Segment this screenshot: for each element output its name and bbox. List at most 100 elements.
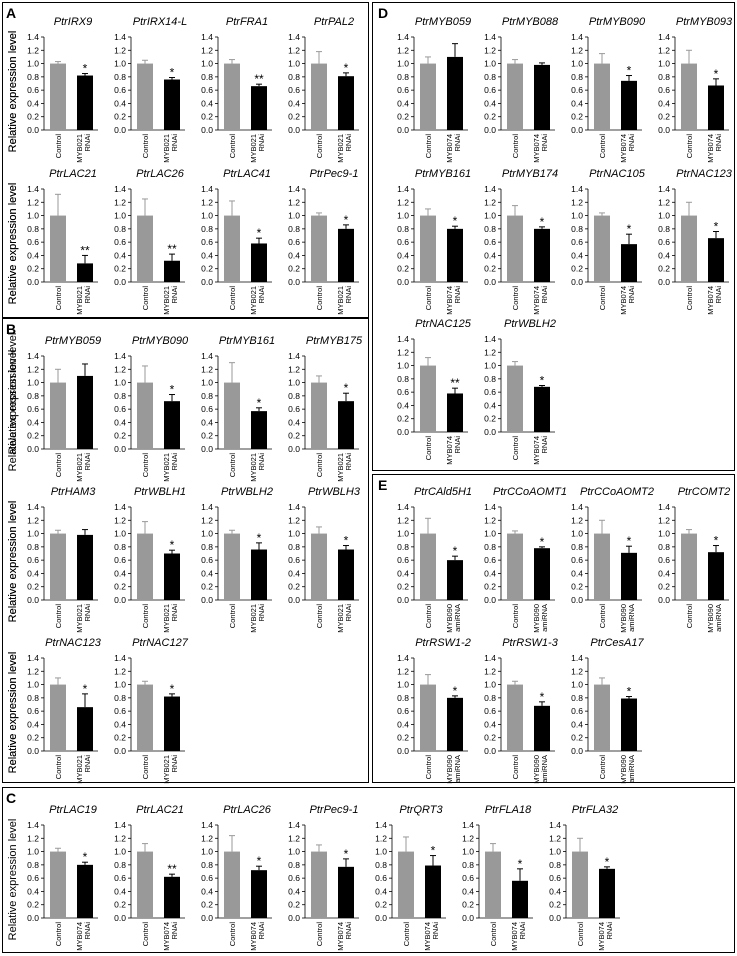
x-tick-label: MYB090 [532, 604, 541, 633]
significance: ** [450, 376, 460, 390]
y-tick-label: 0.2 [571, 582, 583, 592]
y-tick-label: 0.4 [397, 400, 409, 410]
bar [507, 215, 523, 282]
y-tick-label: 0.8 [658, 224, 670, 234]
y-tick-label: 0.4 [549, 886, 561, 896]
significance: * [627, 64, 632, 78]
y-tick-label: 1.2 [288, 364, 300, 374]
x-tick-label: RNAi [83, 922, 92, 940]
significance: * [431, 844, 436, 858]
chart-title: PtrMYB090 [589, 16, 646, 28]
y-tick-label: 0.4 [114, 417, 126, 427]
y-tick-label: 0.8 [288, 224, 300, 234]
y-tick-label: 0.2 [462, 900, 474, 910]
y-tick-label: 1.0 [201, 847, 213, 857]
y-tick-label: 1.4 [201, 32, 213, 42]
x-tick-label: amiRNA [627, 604, 636, 632]
y-tick-label: 0.6 [288, 873, 300, 883]
bar [398, 851, 414, 918]
y-tick-label: 0.6 [288, 404, 300, 414]
y-tick-label: 0.0 [201, 595, 213, 605]
y-tick-label: 0.0 [288, 444, 300, 454]
y-tick-label: 0.6 [288, 237, 300, 247]
y-tick-label: 0.0 [114, 125, 126, 135]
y-tick-label: 1.0 [288, 529, 300, 539]
y-tick-label: 0.2 [397, 112, 409, 122]
bar [507, 365, 523, 432]
y-tick-label: 0.8 [288, 72, 300, 82]
y-tick-label: 1.4 [375, 820, 387, 830]
y-tick-label: 0.8 [484, 542, 496, 552]
y-tick-label: 1.0 [27, 529, 39, 539]
y-tick-label: 0.4 [114, 886, 126, 896]
x-tick-label: Control [228, 922, 237, 947]
x-tick-label: Control [598, 604, 607, 629]
y-tick-label: 0.6 [27, 237, 39, 247]
panel-label: B [6, 321, 16, 337]
y-tick-label: 1.4 [484, 334, 496, 344]
x-tick-label: Control [315, 134, 324, 159]
y-tick-label: 0.0 [114, 444, 126, 454]
bar [77, 263, 93, 282]
chart-title: PtrMYB174 [502, 168, 558, 180]
chart-title: PtrCesA17 [590, 637, 644, 649]
y-tick-label: 1.0 [288, 378, 300, 388]
y-tick-label: 0.8 [397, 224, 409, 234]
significance: * [170, 66, 175, 80]
y-tick-label: 1.0 [114, 59, 126, 69]
y-tick-label: 0.0 [114, 746, 126, 756]
bar [311, 382, 327, 449]
panel-label: C [6, 790, 16, 806]
bar [137, 533, 153, 600]
y-tick-label: 0.0 [27, 125, 39, 135]
chart-title: PtrMYB090 [132, 335, 189, 347]
y-tick-label: 0.8 [114, 224, 126, 234]
y-tick-label: 0.2 [484, 582, 496, 592]
y-tick-label: 0.2 [484, 414, 496, 424]
y-tick-label: 0.6 [484, 555, 496, 565]
y-tick-label: 1.2 [549, 833, 561, 843]
x-tick-label: RNAi [170, 604, 179, 622]
y-tick-label: 0.4 [397, 250, 409, 260]
y-tick-label: 1.4 [571, 653, 583, 663]
y-tick-label: 1.4 [288, 32, 300, 42]
x-tick-label: RNAi [540, 134, 549, 152]
x-tick-label: RNAi [627, 134, 636, 152]
bar [507, 684, 523, 751]
y-tick-label: 1.4 [484, 32, 496, 42]
bar [137, 215, 153, 282]
x-tick-label: Control [54, 922, 63, 947]
x-tick-label: MYB074 [445, 286, 454, 315]
x-tick-label: MYB090 [532, 755, 541, 784]
bar [534, 386, 550, 432]
y-tick-label: 1.0 [397, 211, 409, 221]
y-tick-label: 1.4 [27, 351, 39, 361]
y-tick-label: 1.2 [658, 45, 670, 55]
x-tick-label: RNAi [344, 134, 353, 152]
y-tick-label: 0.4 [484, 719, 496, 729]
x-tick-label: Control [576, 922, 585, 947]
significance: * [170, 383, 175, 397]
bar [447, 228, 463, 282]
y-tick-label: 1.2 [397, 347, 409, 357]
y-tick-label: 0.0 [288, 913, 300, 923]
y-tick-label: 0.4 [397, 719, 409, 729]
x-tick-label: Control [424, 755, 433, 780]
y-tick-label: 0.8 [288, 860, 300, 870]
x-tick-label: RNAi [257, 604, 266, 622]
y-tick-label: 1.4 [397, 334, 409, 344]
y-tick-label: 0.2 [27, 431, 39, 441]
y-tick-label: 0.8 [658, 72, 670, 82]
y-tick-label: 1.4 [114, 820, 126, 830]
y-tick-label: 1.0 [27, 378, 39, 388]
bar [338, 401, 354, 449]
y-tick-label: 0.6 [201, 404, 213, 414]
y-tick-label: 1.2 [571, 666, 583, 676]
y-tick-label: 0.8 [27, 693, 39, 703]
y-tick-label: 0.0 [397, 595, 409, 605]
x-tick-label: Control [54, 604, 63, 629]
x-tick-label: Control [228, 286, 237, 311]
y-tick-label: 0.2 [571, 112, 583, 122]
x-tick-label: MYB074 [445, 134, 454, 163]
y-tick-label: 1.0 [484, 680, 496, 690]
